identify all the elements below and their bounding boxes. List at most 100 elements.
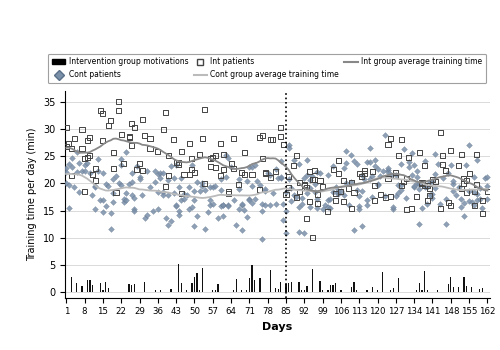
Point [235,176,243,182]
Point [78,168,86,174]
Point [426,192,434,198]
Point [416,181,424,187]
Point [442,168,450,174]
Point [352,188,360,193]
Point [198,136,206,141]
Point [243,178,251,184]
Point [358,172,366,177]
Bar [426,290,428,292]
Point [287,198,295,204]
Point [428,177,436,182]
Point [180,172,188,177]
Point [426,179,434,184]
Point [73,169,81,175]
Point [138,168,146,173]
Point [431,171,439,176]
Point [340,193,347,198]
Point [206,155,214,161]
Point [350,227,358,233]
Point [345,186,353,191]
Point [164,172,172,178]
Point [248,201,256,206]
Bar [246,290,248,292]
Point [431,151,439,157]
Point [232,222,240,228]
Point [190,189,198,194]
Bar [382,272,384,292]
Point [154,190,162,195]
Point [112,174,120,179]
Bar [170,289,172,292]
Point [442,221,450,226]
Bar [280,282,281,292]
Point [73,149,81,154]
Point [261,170,269,175]
Bar [105,282,106,292]
Point [280,201,287,206]
Point [65,141,73,147]
Point [117,156,125,162]
Point [212,153,220,158]
Point [91,183,99,189]
Bar [196,273,198,292]
Point [360,176,368,182]
Point [240,172,248,178]
Point [261,171,269,176]
Bar [92,286,93,292]
Bar [154,290,156,292]
Point [405,155,413,161]
Point [439,176,447,181]
Point [473,157,481,163]
Point [326,197,334,202]
Point [337,189,345,195]
Point [167,218,175,224]
Point [216,187,224,192]
Point [418,205,426,210]
Point [188,204,196,210]
Point [206,197,214,203]
Point [164,222,172,228]
Point [384,167,392,173]
Point [120,161,128,166]
Point [457,152,465,157]
Point [156,170,164,176]
Point [250,162,258,168]
Point [99,138,107,144]
Point [332,197,340,203]
Point [185,172,193,177]
Point [216,173,224,179]
Bar [202,268,203,292]
Bar [335,283,336,292]
Point [460,213,468,218]
Point [420,162,428,168]
Bar [194,277,195,292]
Bar [290,282,292,292]
Point [348,180,356,185]
Point [311,182,319,187]
Point [392,169,400,175]
Point [334,158,342,163]
Point [282,192,290,198]
Point [91,166,99,171]
Point [379,168,387,174]
Point [148,208,156,213]
Bar [332,285,334,292]
Point [110,176,118,182]
Bar [304,290,305,292]
Point [410,183,418,189]
Point [62,180,70,186]
Bar [301,290,302,292]
Point [188,162,196,168]
Point [308,177,316,182]
Point [86,153,94,159]
Point [428,195,436,201]
Point [314,196,322,201]
Point [457,196,465,202]
Point [416,186,424,192]
Point [133,167,141,173]
Point [334,188,342,194]
Point [248,184,256,189]
Point [138,117,146,122]
Point [175,212,183,218]
Point [144,212,152,218]
